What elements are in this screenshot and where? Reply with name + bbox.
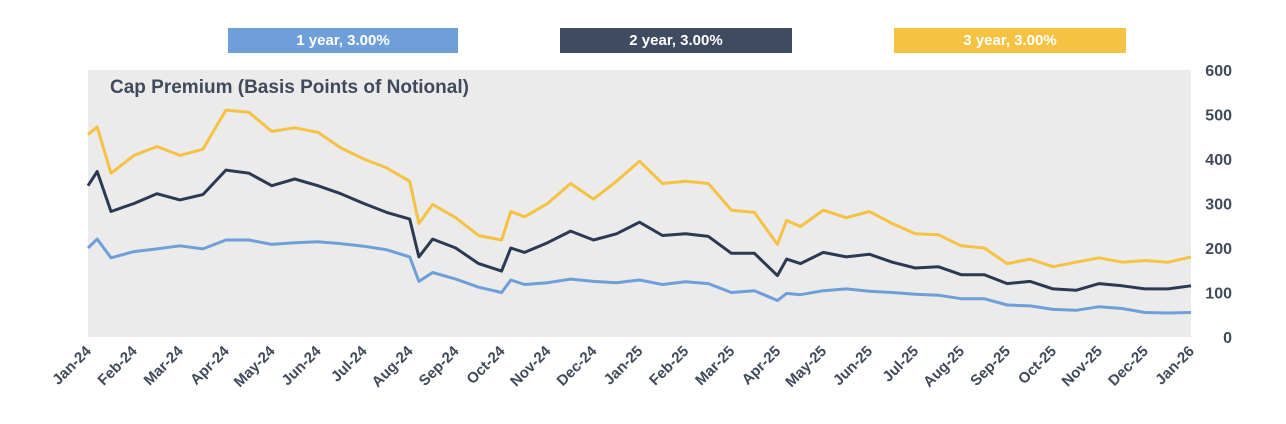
x-tick-label: Sep-24: [416, 342, 463, 389]
y-tick-label: 200: [1205, 241, 1232, 258]
x-tick-label: Jun-24: [278, 342, 325, 389]
x-tick-label: Mar-25: [692, 343, 738, 389]
y-tick-label: 400: [1205, 152, 1232, 169]
legend-item-2-year: 2 year, 3.00%: [560, 28, 792, 53]
x-tick-label: Jan-26: [1152, 343, 1198, 389]
x-tick-label: Dec-24: [554, 342, 601, 389]
y-tick-label: 600: [1205, 63, 1232, 80]
x-tick-label: Nov-24: [507, 342, 555, 390]
y-tick-label: 0: [1223, 330, 1232, 347]
x-tick-label: May-25: [782, 343, 830, 391]
series-layer: [86, 108, 1192, 315]
y-tick-label: 500: [1205, 108, 1232, 125]
y-tick-label: 300: [1205, 197, 1232, 214]
series-line-1: [86, 237, 1192, 315]
x-tick-label: May-24: [231, 342, 279, 390]
series-line-2: [86, 168, 1192, 292]
x-tick-label: Jul-25: [879, 343, 922, 386]
x-tick-label: Jan-24: [49, 342, 95, 388]
x-tick-label: Sep-25: [967, 343, 1014, 390]
x-tick-label: Dec-25: [1105, 343, 1152, 390]
x-tick-label: Jun-25: [830, 343, 876, 389]
x-tick-label: Oct-25: [1015, 343, 1060, 388]
series-line-3: [87, 108, 1192, 269]
x-tick-label: Feb-25: [646, 343, 692, 389]
legend-item-3-year: 3 year, 3.00%: [894, 28, 1126, 53]
legend-item-1-year: 1 year, 3.00%: [228, 28, 458, 53]
x-tick-label: Apr-24: [187, 342, 233, 388]
plot-area: [88, 70, 1191, 337]
x-tick-label: Aug-25: [920, 343, 968, 391]
x-tick-label: Jan-25: [601, 343, 647, 389]
x-tick-label: Aug-24: [369, 342, 417, 390]
x-tick-label: Jul-24: [328, 342, 371, 385]
x-tick-label: Apr-25: [739, 343, 785, 389]
x-tick-label: Oct-24: [463, 342, 508, 387]
chart-title: Cap Premium (Basis Points of Notional): [110, 77, 469, 98]
x-tick-label: Feb-24: [95, 342, 142, 389]
x-tick-label: Mar-24: [141, 342, 188, 389]
y-axis: 0 100 200 300 400 500 600: [1205, 63, 1232, 347]
y-tick-label: 100: [1205, 286, 1232, 303]
x-tick-label: Nov-25: [1059, 343, 1106, 390]
